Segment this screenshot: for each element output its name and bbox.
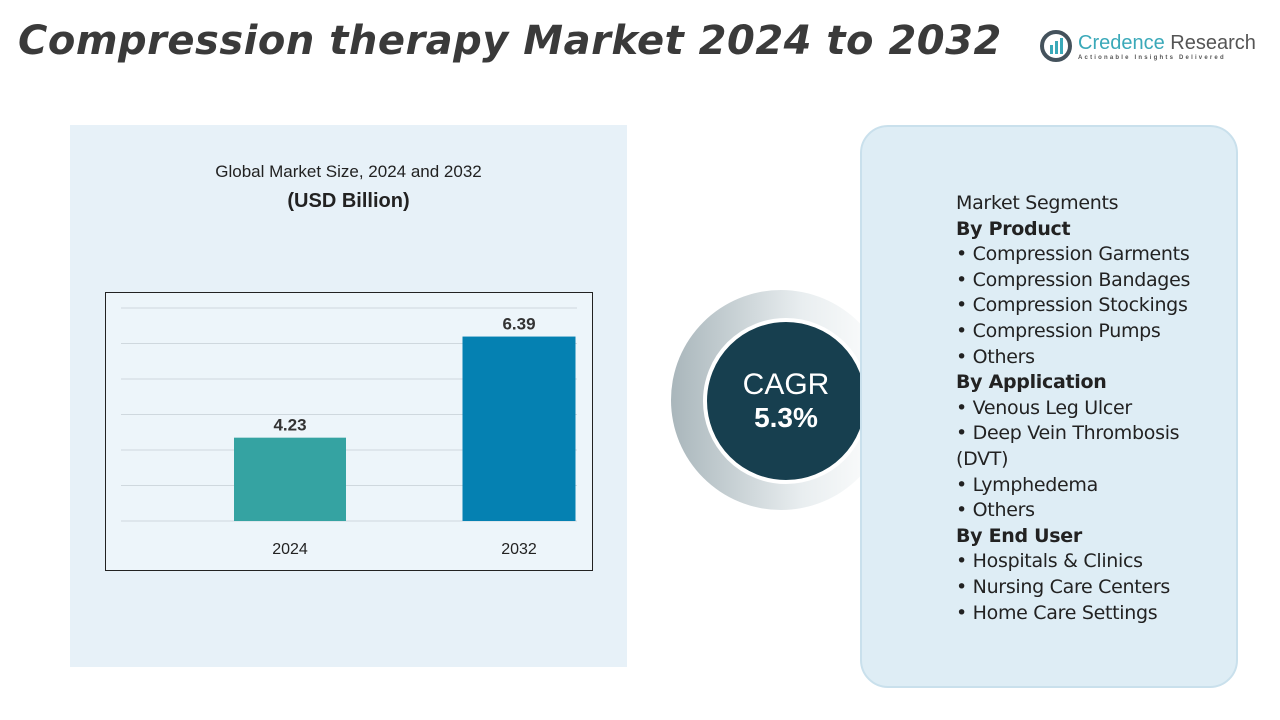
chart-title: Global Market Size, 2024 and 2032 xyxy=(215,162,482,181)
data-label: 4.23 xyxy=(273,416,306,435)
segment-group-title: By End User xyxy=(956,524,1082,547)
logo-name-part1: Credence xyxy=(1078,31,1165,54)
bullet-icon: • xyxy=(956,243,973,266)
segment-item: • Compression Pumps xyxy=(956,319,1236,345)
segment-item-label: Nursing Care Centers xyxy=(972,575,1171,598)
segment-item-label: Venous Leg Ulcer xyxy=(972,396,1133,419)
bar-2024 xyxy=(234,437,346,521)
logo-name-part2: Research xyxy=(1164,31,1256,54)
segment-item: • Home Care Settings xyxy=(956,601,1236,627)
segment-item: • Compression Stockings xyxy=(956,293,1236,319)
bullet-icon: • xyxy=(956,575,973,598)
cagr-badge: CAGR 5.3% xyxy=(703,318,869,484)
chart-box: 4.23 2024 6.39 2032 xyxy=(105,292,593,571)
segments-panel xyxy=(860,125,1238,688)
segment-item: • Deep Vein Thrombosis (DVT) xyxy=(956,421,1236,472)
cagr-value: 5.3% xyxy=(754,402,818,433)
segment-item-label: Deep Vein Thrombosis (DVT) xyxy=(956,422,1180,470)
segment-item-label: Compression Garments xyxy=(972,243,1190,266)
logo-chart-icon xyxy=(1040,30,1072,62)
segment-item-label: Compression Bandages xyxy=(972,268,1191,291)
logo-name: Credence Research xyxy=(1078,32,1256,55)
segment-item-label: Compression Stockings xyxy=(972,294,1188,317)
segment-group-title: By Application xyxy=(956,371,1107,394)
segment-group-title: By Product xyxy=(956,217,1071,240)
segment-item-label: Lymphedema xyxy=(972,473,1099,496)
bullet-icon: • xyxy=(956,550,973,573)
bullet-icon: • xyxy=(956,319,973,342)
bullet-icon: • xyxy=(956,601,973,624)
cagr-label: CAGR xyxy=(742,368,830,401)
chart-subtitle: (USD Billion) xyxy=(287,190,410,212)
segment-item-label: Others xyxy=(972,345,1035,368)
logo-tagline: Actionable Insights Delivered xyxy=(1078,54,1226,61)
segment-item: • Others xyxy=(956,498,1236,524)
segment-item: • Compression Bandages xyxy=(956,268,1236,294)
bullet-icon: • xyxy=(956,396,973,419)
bullet-icon: • xyxy=(956,473,973,496)
segment-item-label: Hospitals & Clinics xyxy=(972,550,1143,573)
logo: Credence Research Actionable Insights De… xyxy=(1040,30,1256,62)
x-tick-label: 2032 xyxy=(501,541,537,558)
page-title: Compression therapy Market 2024 to 2032 xyxy=(18,18,1002,64)
bar-2032 xyxy=(462,336,576,521)
segment-item: • Venous Leg Ulcer xyxy=(956,396,1236,422)
segment-item: • Lymphedema xyxy=(956,473,1236,499)
bullet-icon: • xyxy=(956,294,973,317)
segments-heading: Market Segments xyxy=(956,192,1119,214)
segment-item-label: Home Care Settings xyxy=(972,601,1158,624)
bullet-icon: • xyxy=(956,499,973,522)
bullet-icon: • xyxy=(956,268,973,291)
segment-item-label: Others xyxy=(972,499,1035,522)
market-segments: Market Segments By Product • Compression … xyxy=(956,191,1236,626)
segment-item: • Compression Garments xyxy=(956,242,1236,268)
segment-item: • Hospitals & Clinics xyxy=(956,549,1236,575)
bar-chart: 4.23 2024 6.39 2032 xyxy=(121,307,577,558)
bullet-icon: • xyxy=(956,345,973,368)
segment-item-label: Compression Pumps xyxy=(972,319,1161,342)
bullet-icon: • xyxy=(956,422,973,445)
segment-item: • Others xyxy=(956,345,1236,371)
x-tick-label: 2024 xyxy=(272,541,308,558)
data-label: 6.39 xyxy=(502,315,535,334)
segment-item: • Nursing Care Centers xyxy=(956,575,1236,601)
